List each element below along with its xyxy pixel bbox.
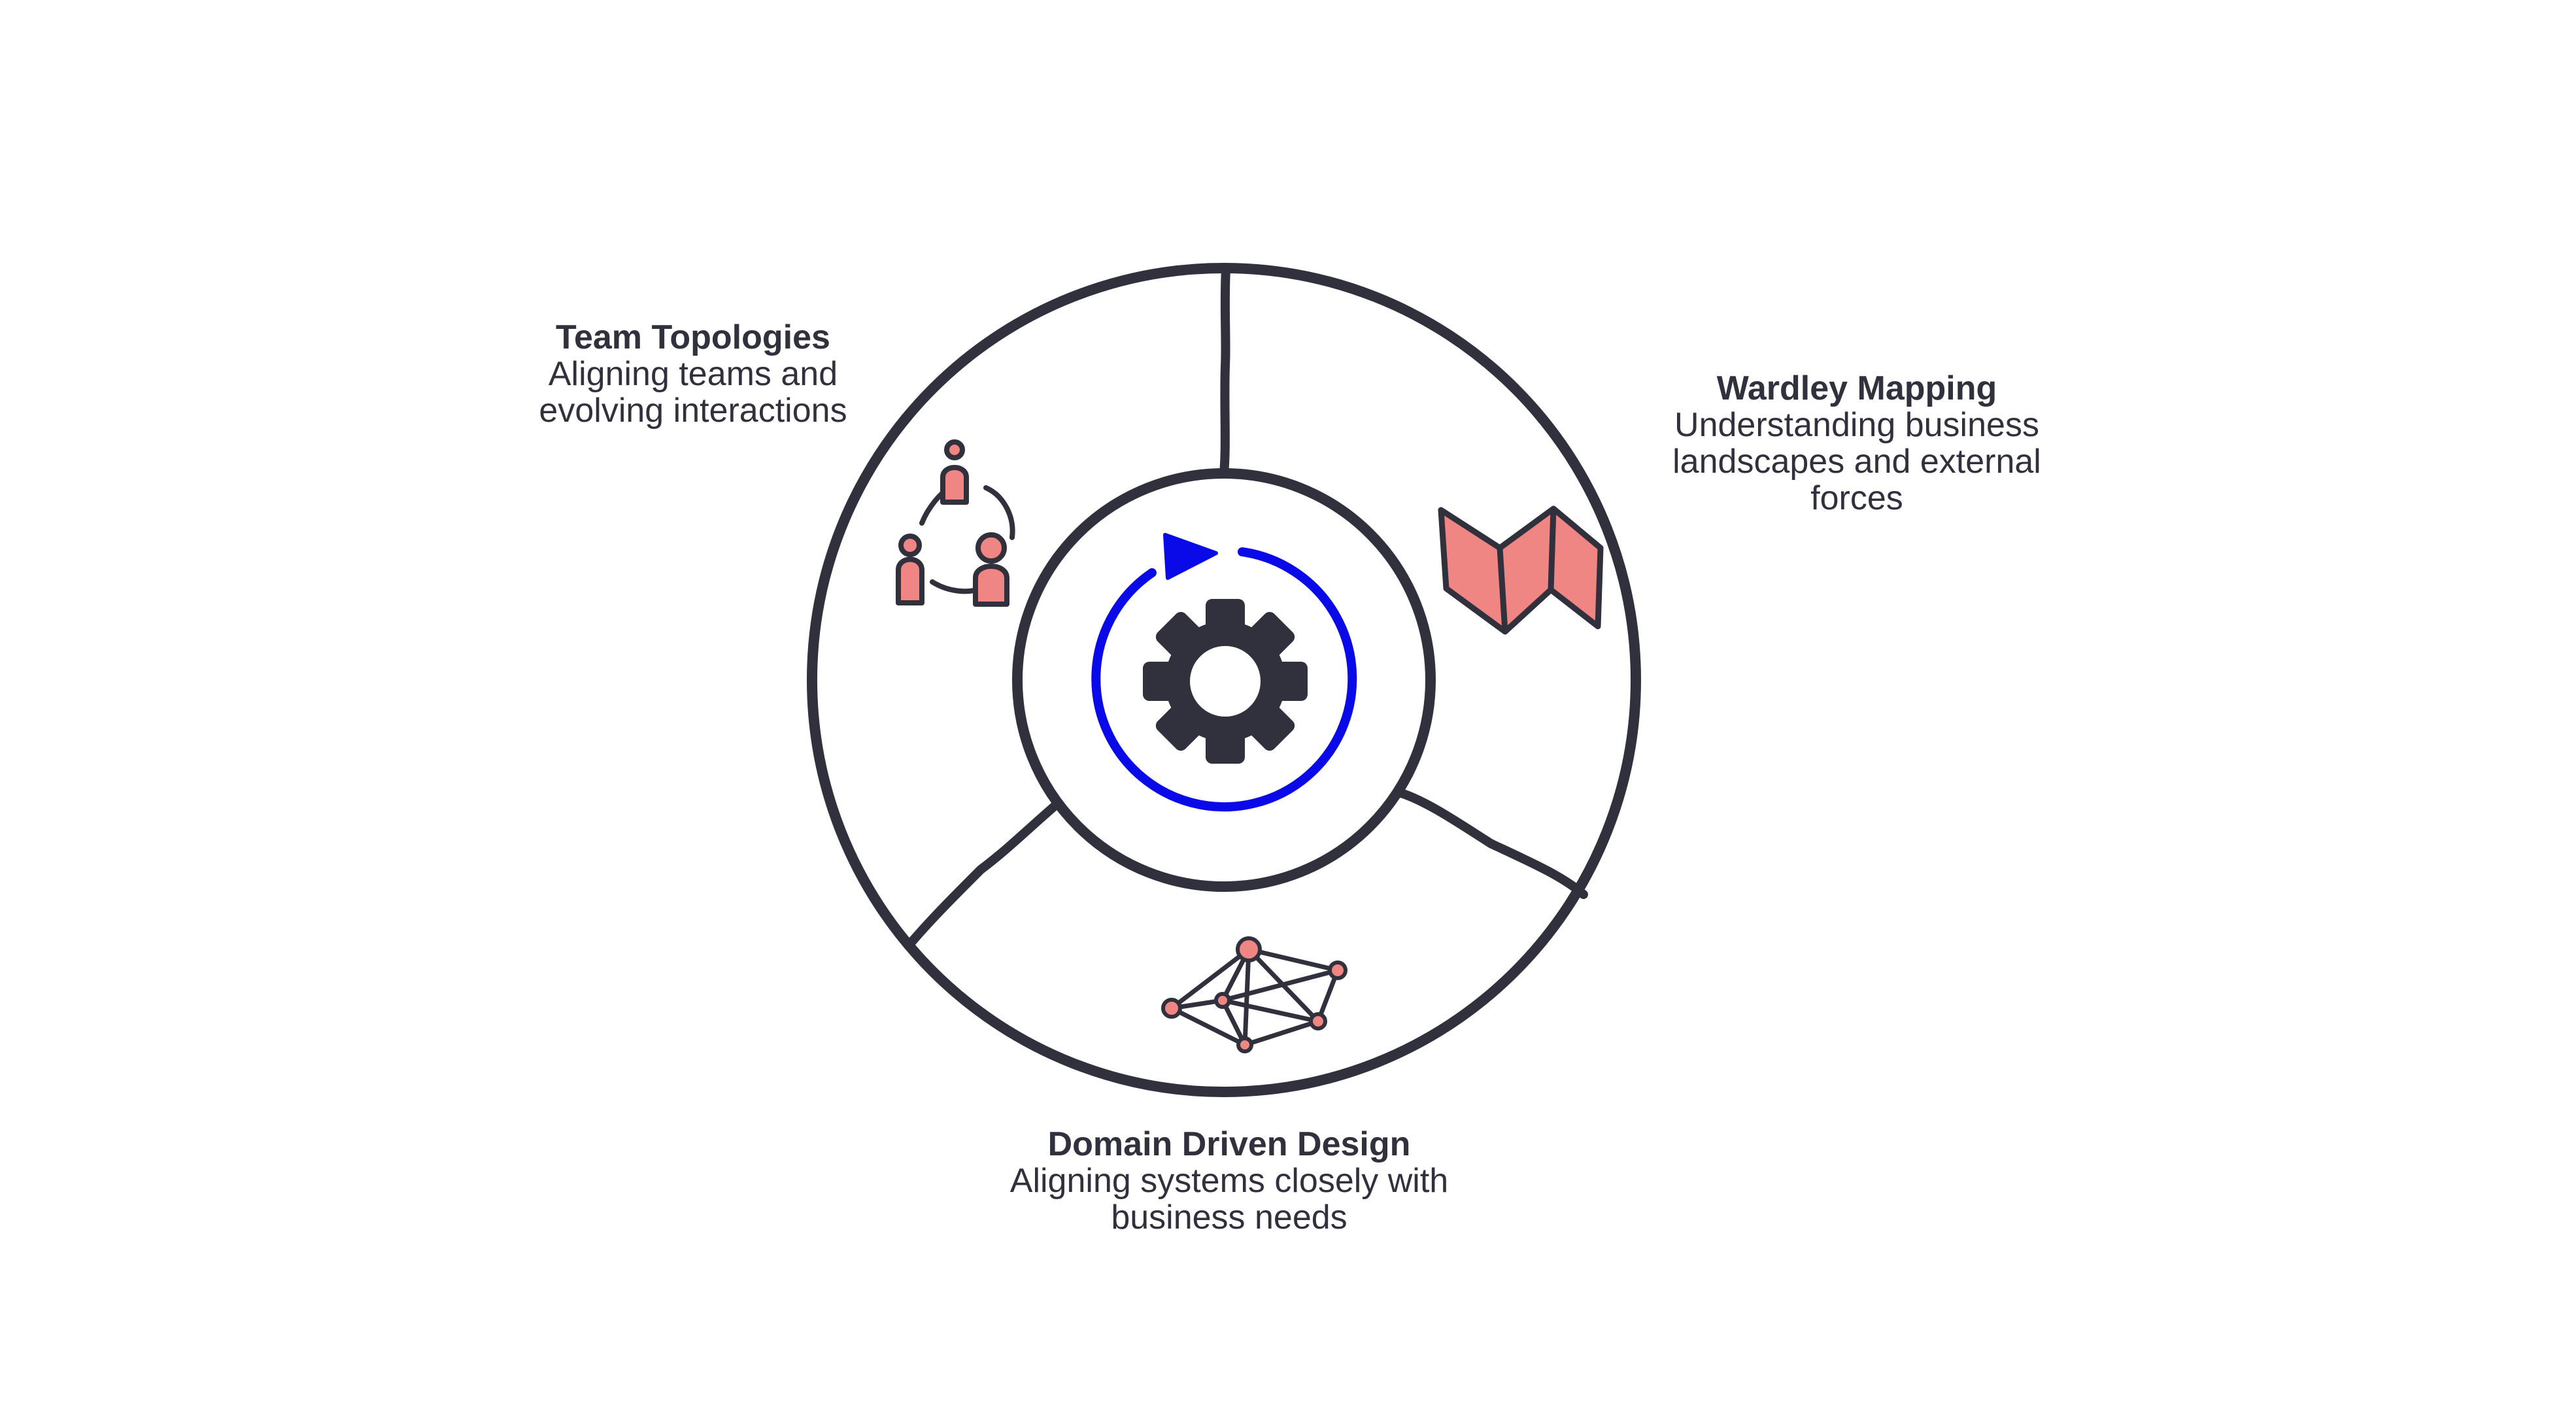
- wardley-mapping-desc-line-1: Understanding business: [1674, 406, 2039, 444]
- wardley-mapping-desc-line-3: forces: [1810, 479, 1903, 517]
- wardley-mapping-desc-line-2: landscapes and external: [1672, 443, 2041, 481]
- divider-right: [1395, 788, 1588, 899]
- team-topologies-title: Team Topologies: [556, 318, 830, 356]
- gear-icon: [1143, 599, 1308, 764]
- team-topologies-desc-line-2: evolving interactions: [539, 392, 847, 430]
- domain-driven-design-desc-line-1: Aligning systems closely with: [1009, 1162, 1449, 1200]
- label-domain-driven-design: Domain Driven Design Aligning systems cl…: [902, 1126, 1556, 1236]
- divider-left: [904, 801, 1060, 950]
- domain-driven-design-title: Domain Driven Design: [1047, 1125, 1411, 1163]
- cycle-arrow-icon: [1091, 533, 1357, 812]
- label-wardley-mapping: Wardley Mapping Understanding business l…: [1595, 370, 2118, 517]
- network-graph-icon: [1161, 936, 1347, 1053]
- divider-top: [1219, 265, 1230, 478]
- team-people-icon: [896, 439, 1015, 607]
- wardley-mapping-title: Wardley Mapping: [1716, 369, 1997, 407]
- domain-driven-design-desc-line-2: business needs: [1111, 1198, 1347, 1236]
- team-topologies-desc-line-1: Aligning teams and: [548, 355, 838, 393]
- folded-map-icon: [1438, 505, 1604, 635]
- label-team-topologies: Team Topologies Aligning teams and evolv…: [458, 319, 928, 429]
